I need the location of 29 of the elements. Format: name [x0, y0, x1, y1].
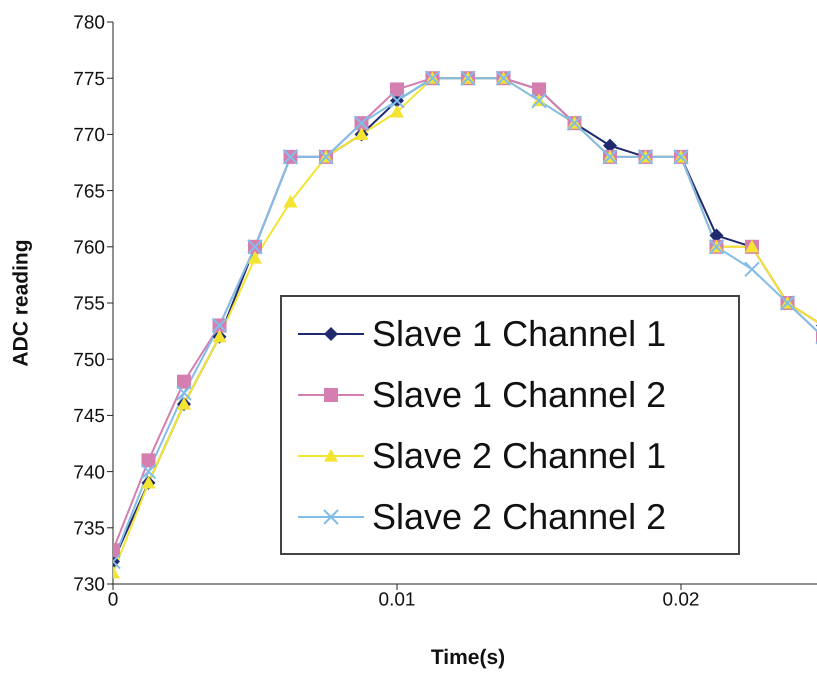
y-tick-label: 755 — [73, 294, 105, 315]
y-tick-label: 735 — [73, 518, 105, 540]
point — [390, 82, 404, 96]
y-tick-label: 770 — [73, 125, 105, 146]
y-tick-label: 765 — [73, 181, 105, 202]
y-tick-label: 730 — [73, 574, 105, 596]
point — [390, 104, 404, 118]
point — [140, 464, 156, 480]
legend-label: Slave 1 Channel 1 — [372, 312, 666, 354]
legend-label: Slave 2 Channel 1 — [372, 434, 666, 476]
y-tick-label: 775 — [73, 68, 105, 90]
y-axis-title: ADC reading — [9, 239, 32, 367]
y-tick-label: 760 — [73, 238, 105, 259]
y-tick-label: 745 — [73, 406, 105, 428]
x-tick-label: 0.02 — [662, 589, 700, 610]
point — [177, 374, 191, 389]
legend-label: Slave 1 Channel 2 — [372, 374, 666, 416]
point — [142, 453, 156, 468]
point — [284, 194, 298, 208]
x-tick-label: 0.01 — [378, 589, 416, 610]
point — [248, 251, 262, 264]
x-axis-title: Time(s) — [430, 646, 506, 669]
x-tick-label: 0 — [108, 589, 118, 610]
y-tick-label: 750 — [73, 350, 105, 371]
point — [176, 384, 192, 401]
y-tick-label: 780 — [73, 12, 105, 34]
y-tick-label: 740 — [73, 462, 105, 484]
legend-label: Slave 2 Channel 2 — [372, 496, 666, 538]
point — [744, 261, 760, 278]
